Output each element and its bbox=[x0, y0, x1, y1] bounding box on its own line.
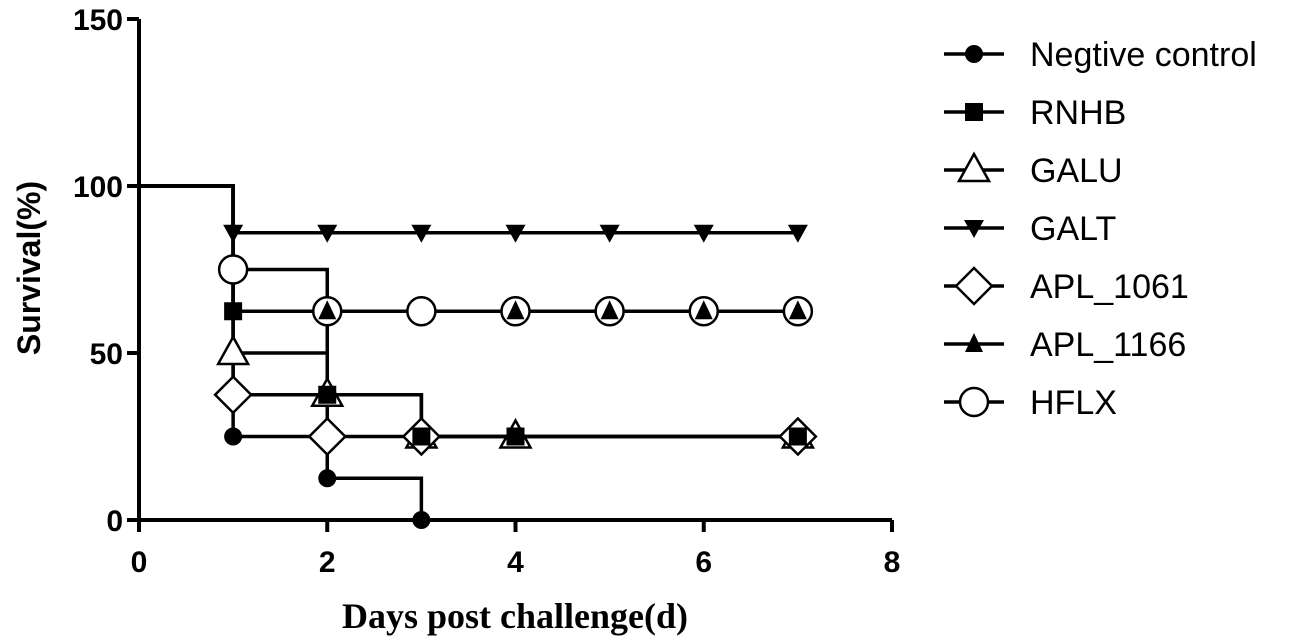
legend-label-apl-1061: APL_1061 bbox=[1030, 268, 1189, 306]
y-tick-label: 100 bbox=[73, 171, 123, 204]
data-point-rnhb bbox=[224, 302, 243, 321]
data-point-galt bbox=[787, 224, 808, 243]
data-point-apl-1061 bbox=[307, 416, 348, 457]
series-line-apl-1166 bbox=[139, 184, 798, 313]
legend-marker-galu bbox=[956, 151, 992, 183]
data-point-galu bbox=[216, 334, 251, 366]
x-tick-label: 0 bbox=[131, 546, 148, 579]
data-point-apl-1166 bbox=[694, 300, 713, 320]
y-axis-label: Survival(%) bbox=[11, 181, 47, 355]
legend-marker-hflx bbox=[958, 386, 990, 418]
data-point-rnhb bbox=[318, 385, 337, 404]
legend-marker-negtive-control bbox=[965, 45, 983, 63]
legend-label-negtive-control: Negtive control bbox=[1030, 36, 1257, 74]
legend-label-apl-1166: APL_1166 bbox=[1030, 326, 1186, 364]
legend-marker-galt bbox=[964, 220, 984, 238]
legend-label-rnhb: RNHB bbox=[1030, 94, 1126, 132]
data-point-apl-1061 bbox=[213, 374, 253, 415]
data-point-galt bbox=[317, 224, 338, 243]
ticks: 0 50 100 150 0 2 4 6 8 bbox=[73, 4, 900, 579]
series-markers bbox=[213, 224, 818, 529]
x-tick-label: 4 bbox=[507, 546, 524, 579]
legend-marker-rnhb bbox=[965, 103, 983, 121]
data-point-negtive-control bbox=[224, 427, 243, 446]
x-tick-label: 8 bbox=[884, 546, 901, 579]
data-point-galt bbox=[505, 224, 526, 243]
legend-label-hflx: HFLX bbox=[1030, 384, 1117, 422]
y-tick-label: 50 bbox=[90, 338, 123, 371]
data-point-rnhb bbox=[412, 427, 431, 446]
series-line-hflx bbox=[139, 184, 798, 313]
data-point-apl-1166 bbox=[788, 300, 807, 320]
data-point-negtive-control bbox=[412, 511, 431, 529]
data-point-hflx bbox=[406, 296, 437, 327]
y-tick-label: 0 bbox=[106, 505, 123, 538]
data-point-galt bbox=[693, 224, 714, 243]
x-tick-label: 6 bbox=[695, 546, 712, 579]
data-point-apl-1166 bbox=[318, 300, 337, 320]
legend-marker-apl-1061 bbox=[954, 266, 994, 306]
data-point-hflx bbox=[217, 254, 249, 285]
data-point-rnhb bbox=[788, 427, 807, 446]
x-tick-label: 2 bbox=[319, 546, 336, 579]
legend-marker-apl-1166 bbox=[965, 333, 983, 352]
y-tick-label: 150 bbox=[73, 4, 123, 37]
data-point-negtive-control bbox=[318, 469, 337, 488]
legend-label-galu: GALU bbox=[1030, 152, 1123, 190]
data-point-galt bbox=[223, 224, 244, 243]
legend: Negtive control RNHB GALU GALT APL_1061 APL_1… bbox=[944, 36, 1257, 422]
data-point-rnhb bbox=[506, 427, 525, 446]
x-axis-label: Days post challenge(d) bbox=[342, 596, 688, 636]
data-point-apl-1166 bbox=[600, 300, 619, 320]
data-point-apl-1166 bbox=[506, 300, 525, 320]
legend-label-galt: GALT bbox=[1030, 210, 1116, 248]
data-point-galt bbox=[411, 224, 432, 243]
data-point-galt bbox=[599, 224, 620, 243]
